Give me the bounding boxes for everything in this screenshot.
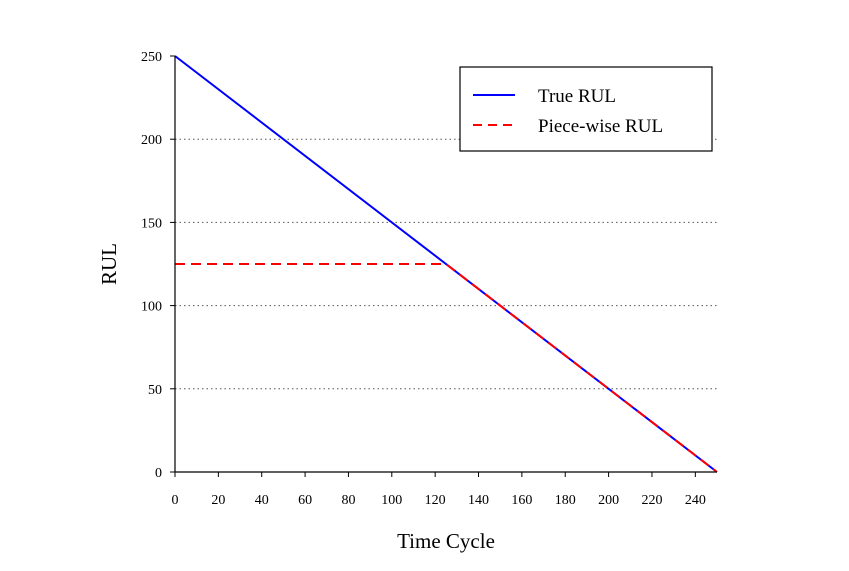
y-tick-label: 50 (148, 383, 162, 398)
x-tick-label: 240 (685, 493, 706, 508)
x-tick-label: 160 (511, 493, 532, 508)
y-tick-label: 250 (141, 50, 162, 65)
x-axis-title: Time Cycle (397, 529, 495, 553)
legend: True RUL Piece-wise RUL (459, 66, 713, 152)
axes-layer (174, 56, 717, 473)
y-tick-label: 100 (141, 300, 162, 315)
x-tick-label: 60 (298, 493, 312, 508)
y-axis-title: RUL (97, 243, 121, 285)
y-tick-label: 0 (155, 466, 162, 481)
y-tick-label: 200 (141, 133, 162, 148)
x-tick-label: 120 (425, 493, 446, 508)
x-tick-label: 180 (555, 493, 576, 508)
grid-layer (175, 138, 717, 390)
x-tick-label: 0 (172, 493, 179, 508)
x-tick-label: 20 (211, 493, 225, 508)
x-tick-label: 220 (641, 493, 662, 508)
legend-label: Piece-wise RUL (538, 116, 663, 137)
legend-box (459, 66, 713, 152)
ticks-layer: 0 50 100 150 200 250 0 20 40 60 80 100 120 140 160 180 2… (141, 50, 706, 508)
legend-label: True RUL (538, 86, 616, 107)
x-tick-label: 140 (468, 493, 489, 508)
x-tick-label: 80 (341, 493, 355, 508)
series-layer (174, 55, 718, 473)
x-tick-label: 40 (255, 493, 269, 508)
x-tick-label: 200 (598, 493, 619, 508)
y-tick-label: 150 (141, 216, 162, 231)
series-line-piece-wise-rul (175, 263, 718, 473)
x-tick-label: 100 (381, 493, 402, 508)
